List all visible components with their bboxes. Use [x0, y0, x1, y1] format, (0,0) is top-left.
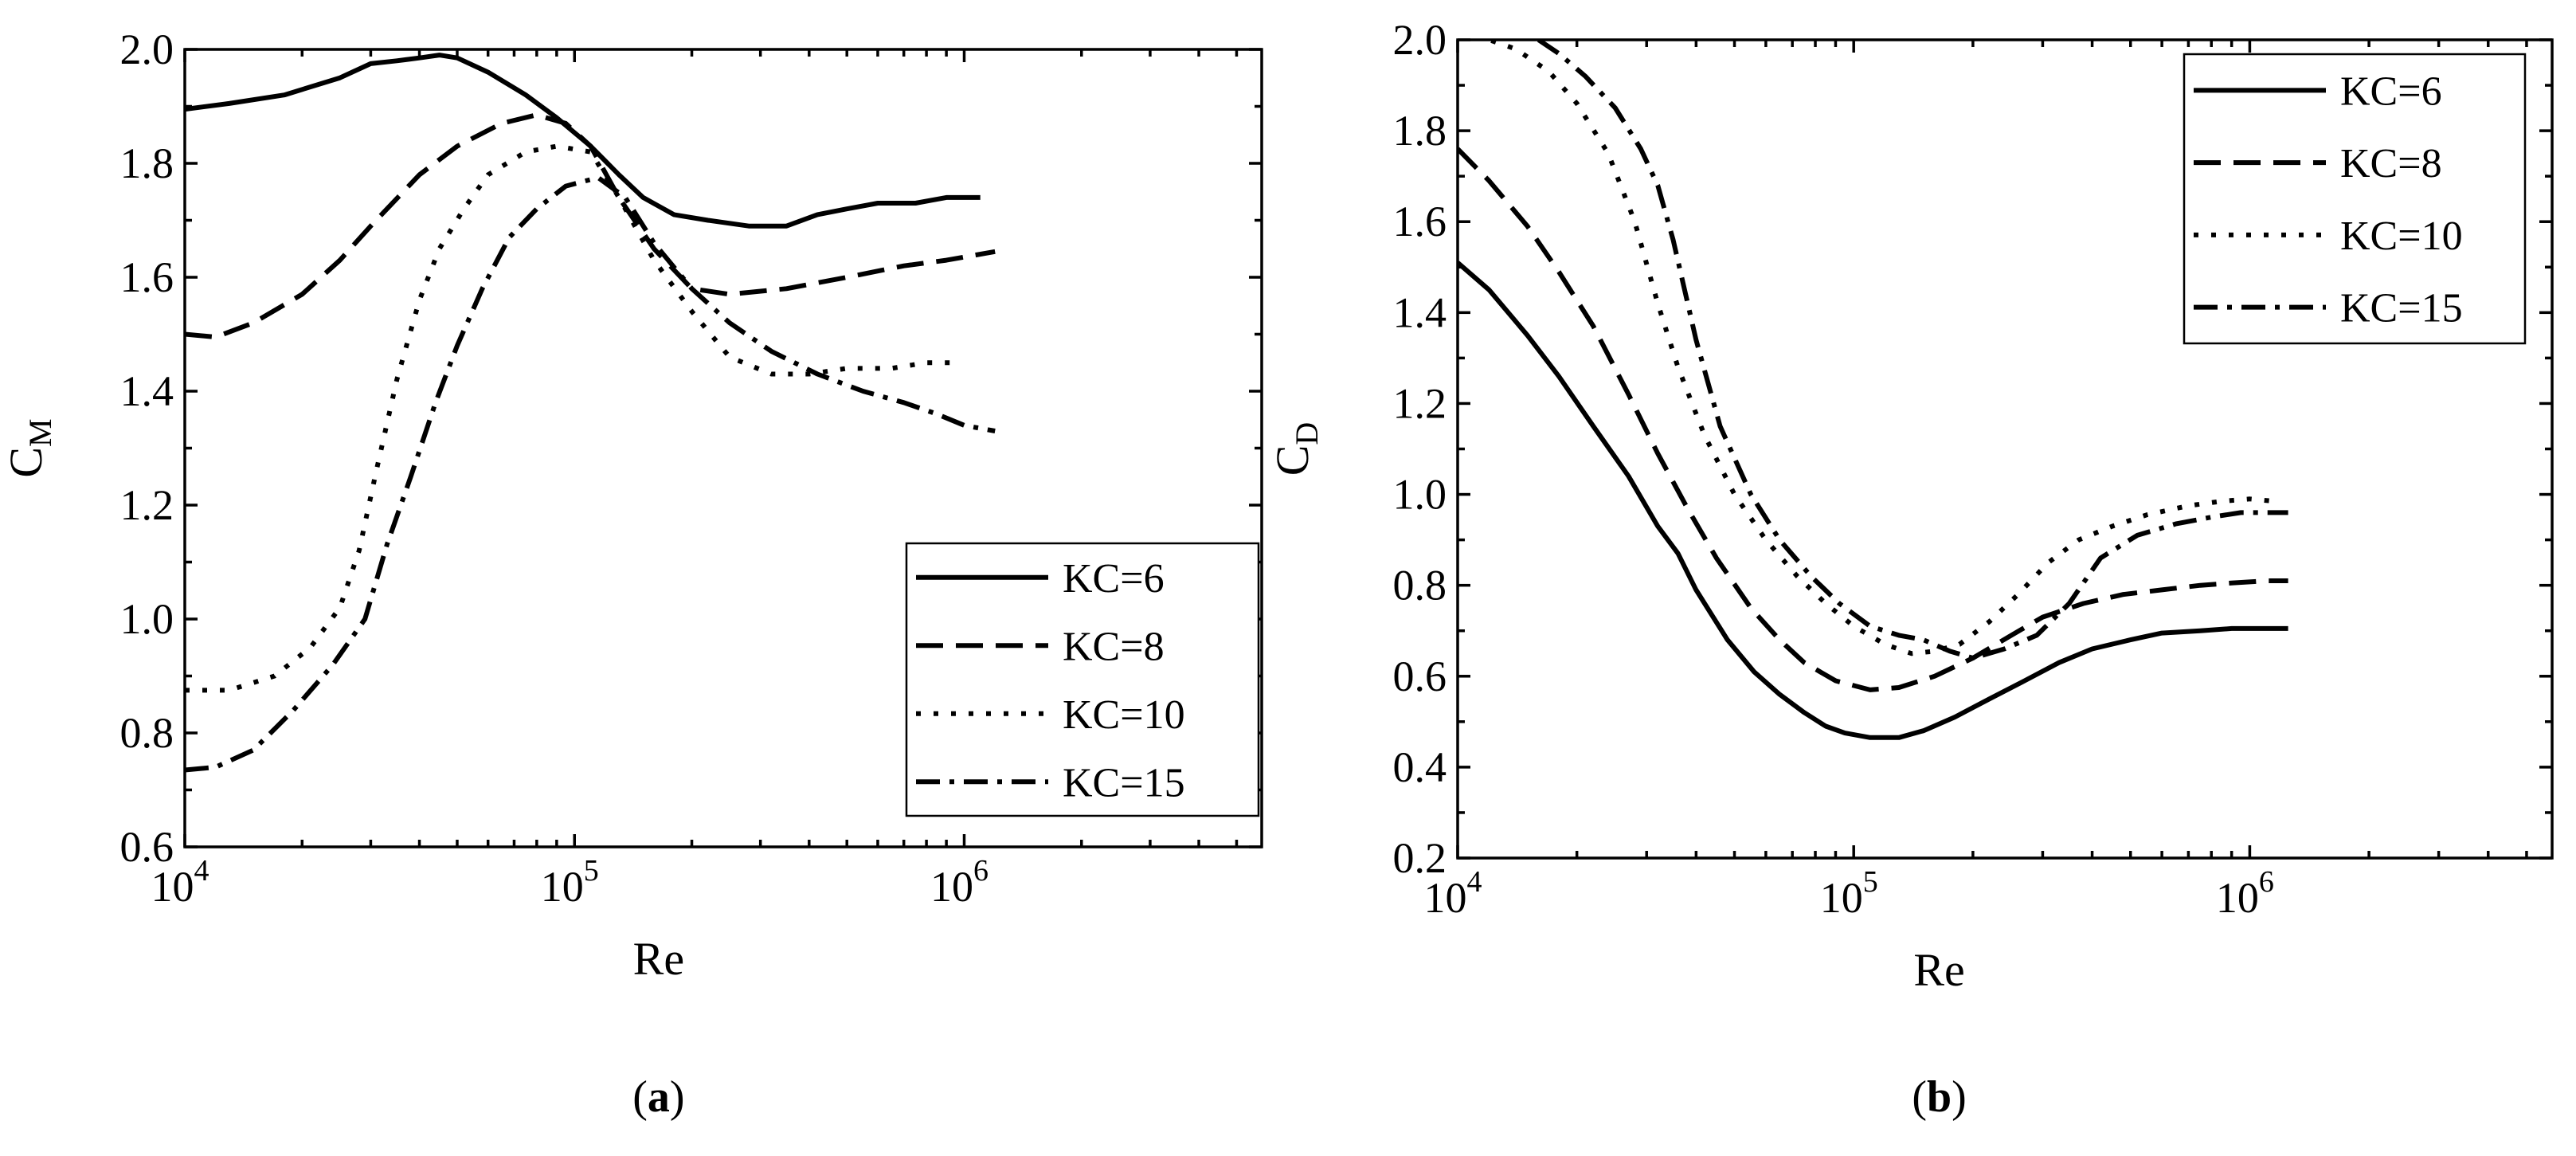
legend-label: KC=6	[2340, 69, 2442, 114]
y-tick-label: 0.6	[1393, 652, 1447, 700]
y-tick-label: 2.0	[120, 25, 174, 73]
series-line-kc-8	[185, 112, 996, 340]
series-line-kc-10	[185, 143, 956, 693]
legend-label: KC=8	[2340, 141, 2442, 186]
x-axis-title: Re	[633, 933, 684, 985]
y-tick-label: 0.8	[120, 709, 174, 757]
legend-label: KC=8	[1063, 624, 1165, 669]
y-tick-label: 0.2	[1393, 834, 1447, 882]
panel-letter: a	[648, 1072, 670, 1122]
panel-letter: b	[1927, 1072, 1952, 1122]
legend-label: KC=15	[2340, 286, 2463, 331]
y-tick-label: 1.6	[120, 253, 174, 301]
y-axis-subscript: M	[22, 418, 58, 447]
y-tick-label: 1.8	[120, 139, 174, 187]
y-tick-label: 1.0	[120, 595, 174, 643]
legend-item: KC=10	[2194, 214, 2463, 259]
y-tick-label: 1.4	[120, 367, 174, 415]
x-tick-label: 106	[2216, 865, 2274, 922]
x-tick-label: 105	[541, 854, 599, 911]
y-tick-label: 0.8	[1393, 562, 1447, 609]
y-tick-label: 1.2	[1393, 379, 1447, 427]
legend-box	[905, 542, 1260, 817]
legend-label: KC=15	[1063, 760, 1185, 805]
legend-label: KC=10	[2340, 214, 2463, 259]
series-group	[1458, 40, 2288, 740]
x-tick-label: 104	[1424, 865, 1482, 922]
panel-label: (a)	[632, 1072, 684, 1122]
series-line-kc-8	[1458, 147, 2288, 692]
legend: KC=6 KC=8 KC=10 KC=15	[905, 542, 1260, 817]
y-tick-label: 1.6	[1393, 198, 1447, 245]
y-tick-label: 1.8	[1393, 107, 1447, 155]
legend-item: KC=6	[2194, 69, 2442, 114]
x-axis-title: Re	[1913, 944, 1964, 996]
y-tick-label: 1.0	[1393, 471, 1447, 519]
y-tick-label: 1.2	[120, 481, 174, 529]
legend-item: KC=15	[916, 760, 1185, 805]
axis-ticks: 0.6 0.8 1.0 1.2 1.4 1.6 1.8 2.0 104 105 106	[120, 25, 1262, 911]
panel-label: (b)	[1912, 1072, 1966, 1122]
x-tick-label: 106	[930, 854, 989, 911]
y-tick-label: 0.6	[120, 823, 174, 871]
x-tick-label: 105	[1820, 865, 1878, 922]
y-axis-symbol: C	[0, 447, 52, 478]
legend-item: KC=10	[916, 692, 1185, 738]
legend-item: KC=6	[916, 556, 1165, 602]
y-tick-label: 2.0	[1393, 16, 1447, 64]
legend: KC=6 KC=8 KC=10 KC=15	[2183, 53, 2527, 345]
y-axis-symbol: C	[1266, 445, 1318, 476]
x-tick-label: 104	[151, 854, 209, 911]
legend-box	[2183, 53, 2527, 345]
series-line-kc-6	[1458, 261, 2288, 740]
legend-label: KC=6	[1063, 556, 1165, 602]
y-tick-label: 0.4	[1393, 743, 1447, 791]
y-axis-subscript: D	[1289, 422, 1325, 445]
series-group	[185, 53, 996, 773]
legend-item: KC=8	[916, 624, 1165, 669]
y-axis-title: CM	[0, 418, 58, 477]
series-line-kc-15	[185, 174, 996, 773]
legend-item: KC=15	[2194, 286, 2463, 331]
y-axis-title: CD	[1266, 422, 1325, 476]
legend-item: KC=8	[2194, 141, 2442, 186]
axis-ticks: 0.2 0.4 0.6 0.8 1.0 1.2 1.4 1.6 1.8 2.0 104 105 106	[1393, 16, 2552, 922]
y-tick-label: 1.4	[1393, 288, 1447, 336]
legend-label: KC=10	[1063, 692, 1185, 738]
